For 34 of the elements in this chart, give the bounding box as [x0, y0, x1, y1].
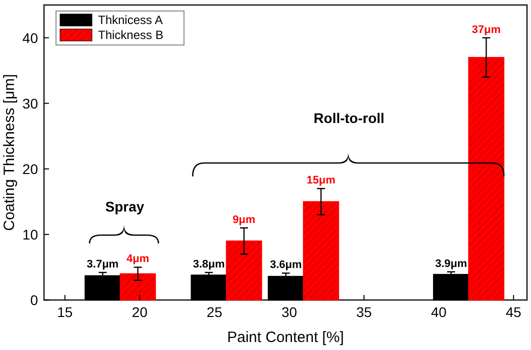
x-tick-label: 35	[356, 304, 372, 320]
x-tick-label: 30	[281, 304, 298, 320]
data-label: 37μm	[472, 24, 501, 36]
bar	[84, 275, 121, 300]
x-tick-label: 45	[506, 304, 522, 320]
legend-label: Thknicess A	[98, 13, 163, 27]
data-label: 15μm	[306, 174, 336, 187]
y-tick-label: 40	[22, 30, 38, 46]
data-label: 3.9μm	[435, 258, 468, 270]
y-axis-title: Coating Thickness [μm]	[1, 74, 18, 231]
data-label: 4μm	[126, 253, 150, 266]
x-tick-label: 15	[57, 304, 73, 320]
bar	[268, 276, 304, 300]
bar	[468, 56, 504, 300]
annotation: Spray	[105, 198, 144, 214]
y-tick-label: 10	[22, 226, 38, 242]
data-label: 3.7μm	[86, 258, 119, 270]
x-axis-title: Paint Content [%]	[227, 329, 344, 346]
y-tick-label: 30	[22, 95, 38, 112]
y-tick-label: 20	[22, 160, 38, 177]
bar	[120, 273, 156, 300]
x-tick-label: 40	[430, 304, 447, 320]
bar	[302, 201, 340, 300]
data-label: 3.8μm	[192, 258, 225, 270]
bar	[190, 274, 227, 300]
data-label: 3.6μm	[270, 259, 302, 272]
y-tick-label: 0	[30, 292, 38, 308]
bar	[226, 240, 262, 300]
x-tick-label: 25	[206, 304, 222, 320]
x-tick-label: 20	[132, 304, 148, 320]
data-label: 9μm	[232, 214, 256, 226]
legend-label: Thickness B	[98, 28, 164, 42]
annotation: Roll-to-roll	[314, 110, 384, 126]
bar	[433, 274, 470, 300]
